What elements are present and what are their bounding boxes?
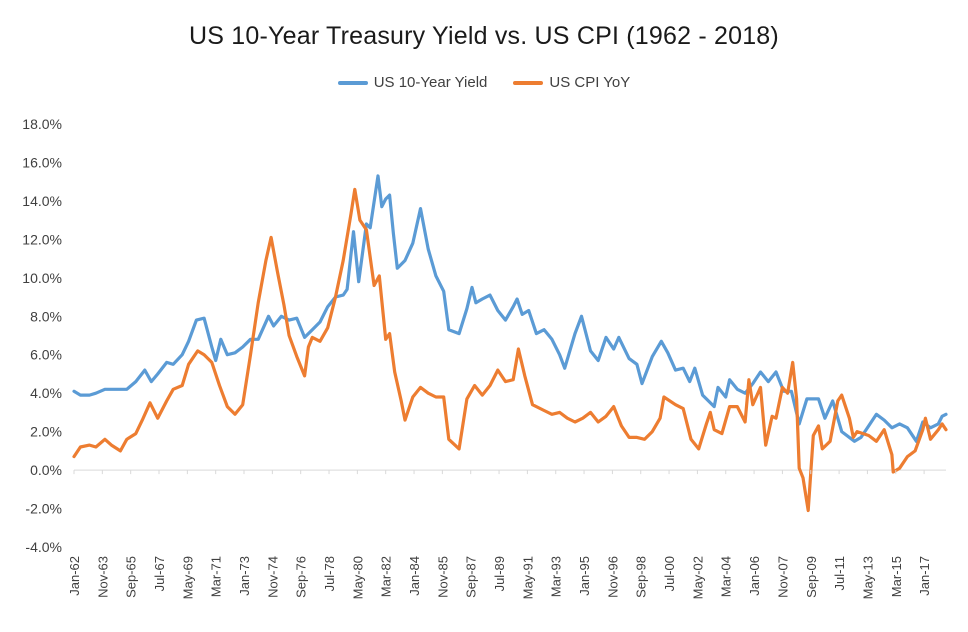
- legend-swatch-10y-yield: [337, 80, 368, 85]
- x-tick-label: Mar-71: [209, 556, 224, 597]
- x-tick-label: Sep-65: [124, 556, 139, 598]
- x-tick-label: Nov-85: [435, 556, 450, 598]
- x-tick-label: Nov-63: [95, 556, 110, 598]
- y-tick-label: 14.0%: [22, 193, 62, 209]
- legend-label-cpi: US CPI YoY: [549, 74, 631, 91]
- x-tick-label: Jul-89: [492, 556, 507, 591]
- y-tick-label: 2.0%: [30, 424, 62, 440]
- series-lines: [72, 174, 948, 513]
- x-tick-label: Jul-78: [322, 556, 337, 591]
- y-tick-label: 0.0%: [30, 462, 62, 478]
- x-tick-label: Jan-95: [577, 556, 592, 596]
- x-tick-label: Jan-73: [237, 556, 252, 596]
- x-tick-label: May-91: [520, 556, 535, 599]
- x-tick-label: May-80: [350, 556, 365, 599]
- x-tick-label: Sep-98: [634, 556, 649, 598]
- x-tick-label: Mar-15: [889, 556, 904, 597]
- x-tick-label: Jan-17: [917, 556, 932, 596]
- x-tick-label: Jul-00: [662, 556, 677, 591]
- x-tick-label: Nov-96: [605, 556, 620, 598]
- x-tick-label: May-13: [860, 556, 875, 599]
- x-tick-label: Nov-74: [265, 556, 280, 598]
- x-tick-label: Jul-67: [152, 556, 167, 591]
- y-tick-label: 18.0%: [22, 116, 62, 132]
- chart-title: US 10-Year Treasury Yield vs. US CPI (19…: [189, 22, 779, 50]
- x-tick-label: May-02: [690, 556, 705, 599]
- x-tick-label: Sep-87: [464, 556, 479, 598]
- y-tick-label: -2.0%: [25, 501, 62, 517]
- x-tick-label: Mar-04: [719, 556, 734, 597]
- legend-label-10y-yield: US 10-Year Yield: [373, 74, 488, 91]
- legend-swatch-cpi: [513, 80, 544, 85]
- y-tick-label: 6.0%: [30, 347, 62, 363]
- x-tick-label: Jan-84: [407, 556, 422, 596]
- x-tick-label: Mar-82: [379, 556, 394, 597]
- y-tick-label: 8.0%: [30, 308, 62, 324]
- y-tick-label: 4.0%: [30, 385, 62, 401]
- x-tick-label: May-69: [180, 556, 195, 599]
- legend-item-10y-yield: US 10-Year Yield: [337, 74, 488, 91]
- x-tick-label: Sep-09: [804, 556, 819, 598]
- x-tick-label: Jan-06: [747, 556, 762, 596]
- x-axis-ticks: Jan-62 Nov-63 Sep-65 Jul-67 May-69 Mar-71 Jan-…: [67, 470, 932, 599]
- y-tick-label: 12.0%: [22, 231, 62, 247]
- legend-item-cpi: US CPI YoY: [513, 74, 630, 91]
- y-tick-label: 16.0%: [22, 154, 62, 170]
- x-tick-label: Jan-62: [67, 556, 82, 596]
- series-line-cpi: [72, 187, 948, 513]
- x-tick-label: Sep-76: [294, 556, 309, 598]
- x-tick-label: Mar-93: [549, 556, 564, 597]
- y-axis-ticks: 18.0% 16.0% 14.0% 12.0% 10.0% 8.0% 6.0% 4.0% 2.0…: [22, 116, 62, 555]
- y-tick-label: 10.0%: [22, 270, 62, 286]
- series-line-10y-yield: [72, 174, 948, 443]
- legend: US 10-Year Yield US CPI YoY: [0, 74, 968, 91]
- x-tick-label: Jul-11: [832, 556, 847, 590]
- y-tick-label: -4.0%: [25, 539, 62, 555]
- x-tick-label: Nov-07: [775, 556, 790, 598]
